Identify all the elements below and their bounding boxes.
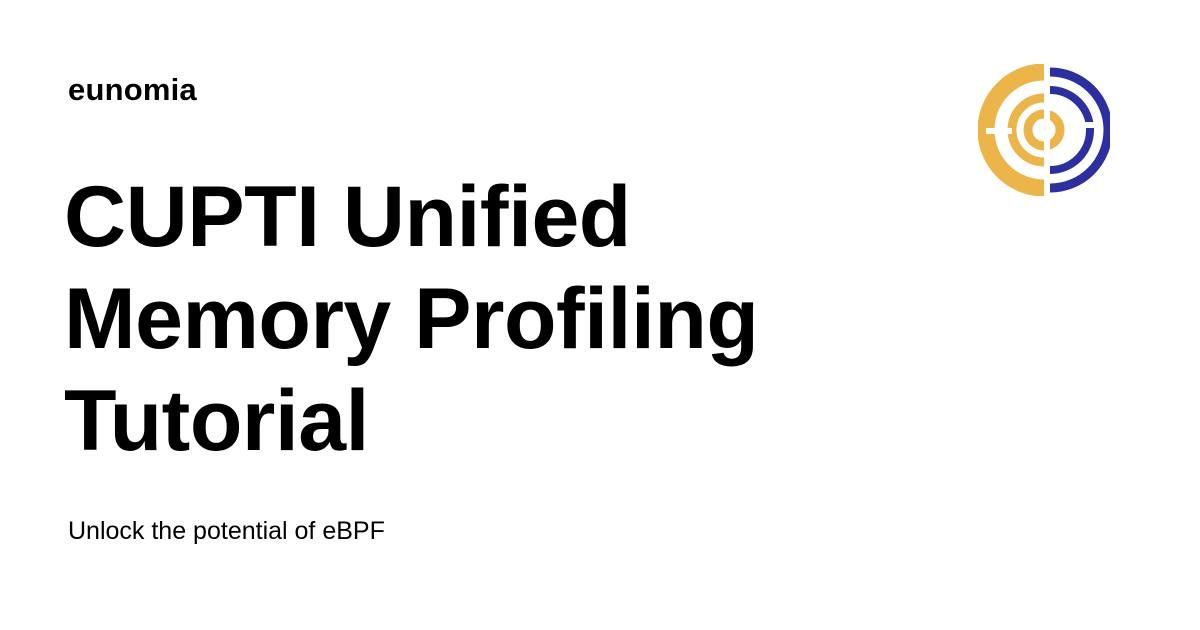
brand-name: eunomia [68, 72, 197, 107]
logo-center-gap [1044, 68, 1050, 192]
page-title: CUPTI Unified Memory Profiling Tutorial [64, 166, 884, 472]
logo-navy-rings [1049, 67, 1110, 193]
title-line-1: CUPTI Unified [64, 169, 631, 265]
eunomia-logo-icon [978, 64, 1110, 196]
subtitle: Unlock the potential of eBPF [68, 517, 385, 545]
title-line-2: Memory Profiling [64, 271, 759, 367]
logo-left-notch [986, 128, 1012, 134]
logo-right-notch [1076, 122, 1102, 128]
title-line-3: Tutorial [64, 373, 369, 469]
